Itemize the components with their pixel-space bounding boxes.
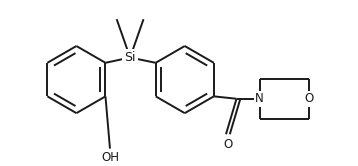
Text: Si: Si [124, 51, 136, 64]
Text: O: O [305, 92, 314, 105]
Text: OH: OH [101, 152, 119, 165]
Text: N: N [255, 92, 264, 105]
Text: O: O [223, 138, 233, 151]
